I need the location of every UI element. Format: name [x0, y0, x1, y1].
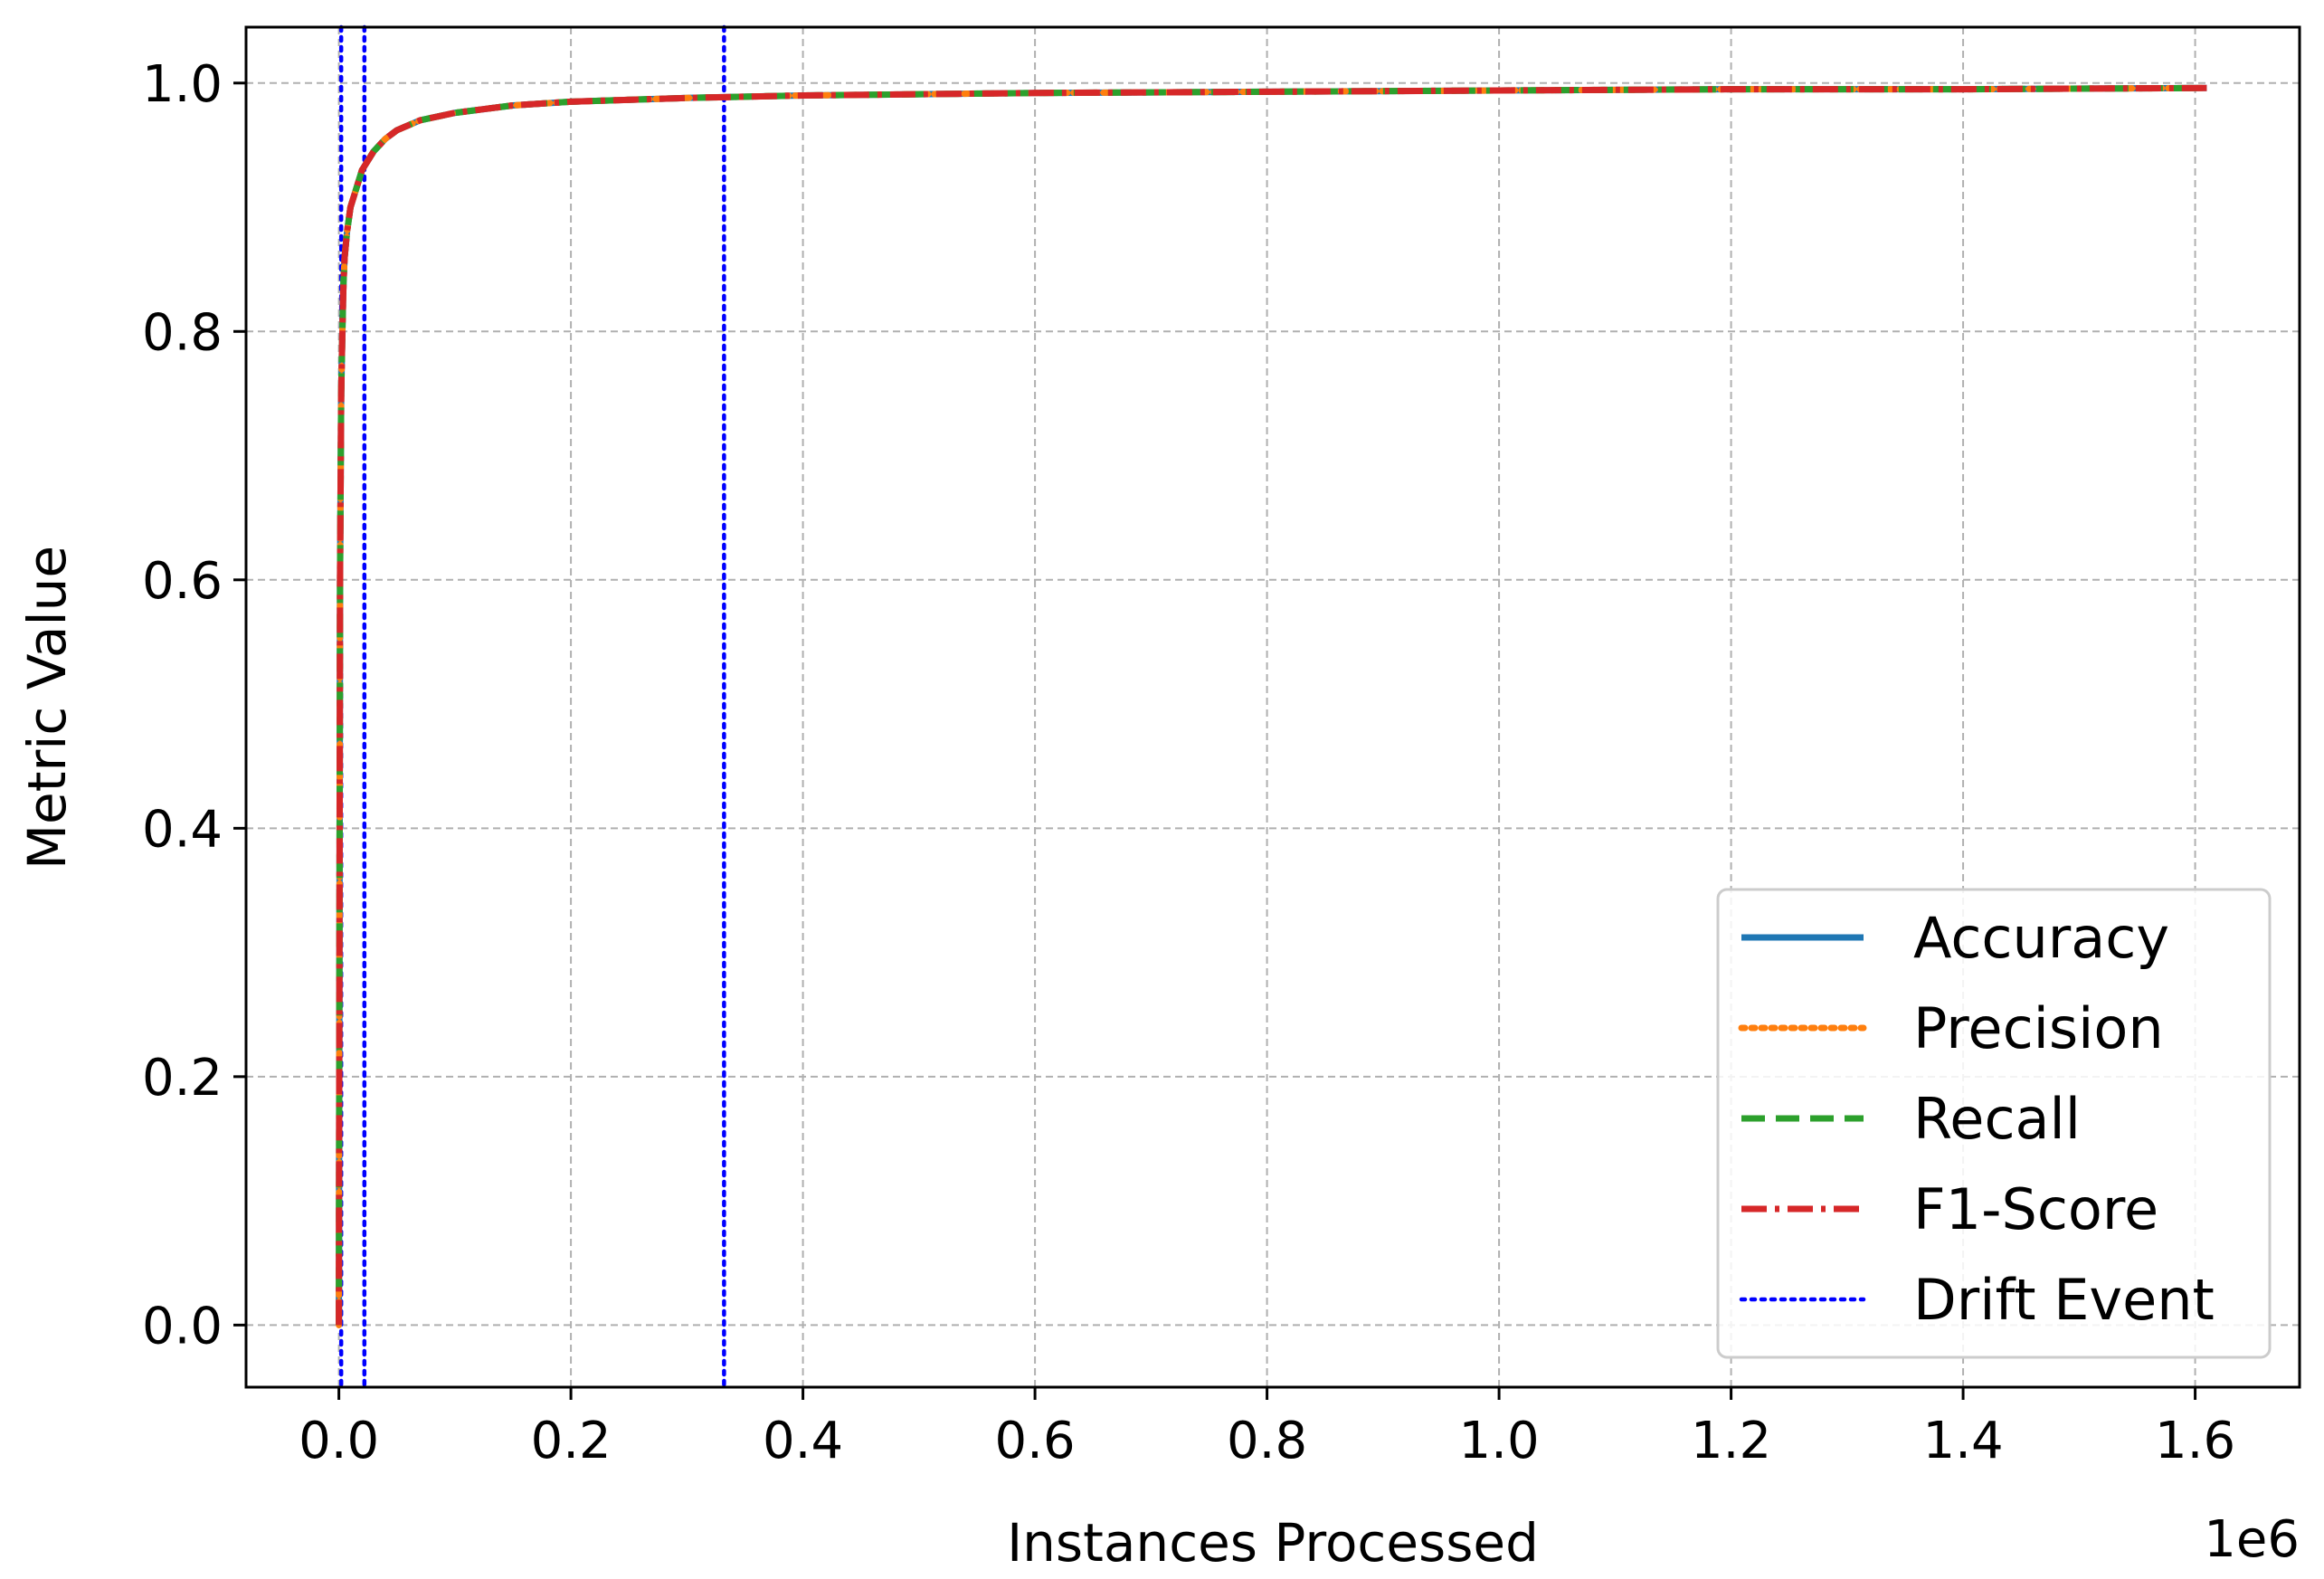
legend-label: Accuracy — [1913, 905, 2169, 971]
x-tick-label: 1.6 — [2155, 1412, 2235, 1470]
legend-label: F1-Score — [1913, 1176, 2158, 1242]
legend-label: Recall — [1913, 1086, 2081, 1152]
y-tick-label: 0.2 — [142, 1049, 223, 1108]
ticks: 0.0 0.2 0.4 0.6 0.8 1.0 1.2 1.4 1.6 0.0 0.2 0.4 0.6 0… — [142, 55, 2235, 1470]
x-tick-label: 1.2 — [1691, 1412, 1771, 1470]
legend-label: Drift Event — [1913, 1267, 2215, 1333]
series-line-f1-score — [336, 84, 2207, 1326]
x-tick-label: 0.2 — [531, 1412, 612, 1470]
y-tick-label: 0.6 — [142, 552, 223, 611]
x-offset-label: 1e6 — [2204, 1510, 2300, 1569]
x-tick-label: 1.0 — [1459, 1412, 1540, 1470]
grid — [246, 27, 2300, 1387]
legend: Accuracy Precision Recall F1-Score Drift Eve… — [1716, 888, 2272, 1359]
y-tick-label: 0.4 — [142, 800, 223, 859]
y-axis-label: Metric Value — [16, 546, 78, 870]
x-tick-label: 0.6 — [995, 1412, 1076, 1470]
y-tick-label: 1.0 — [142, 55, 223, 114]
x-tick-label: 0.8 — [1227, 1412, 1307, 1470]
x-tick-label: 0.4 — [763, 1412, 843, 1470]
y-tick-label: 0.0 — [142, 1297, 223, 1355]
x-tick-label: 1.4 — [1923, 1412, 2004, 1470]
x-tick-label: 0.0 — [299, 1412, 379, 1470]
series-lines — [336, 84, 2210, 1328]
plot-area-frame — [244, 25, 2301, 1389]
y-tick-label: 0.8 — [142, 303, 223, 362]
x-axis-label: Instances Processed — [1007, 1512, 1539, 1574]
legend-label: Precision — [1913, 995, 2164, 1061]
legend-frame — [1716, 888, 2272, 1359]
